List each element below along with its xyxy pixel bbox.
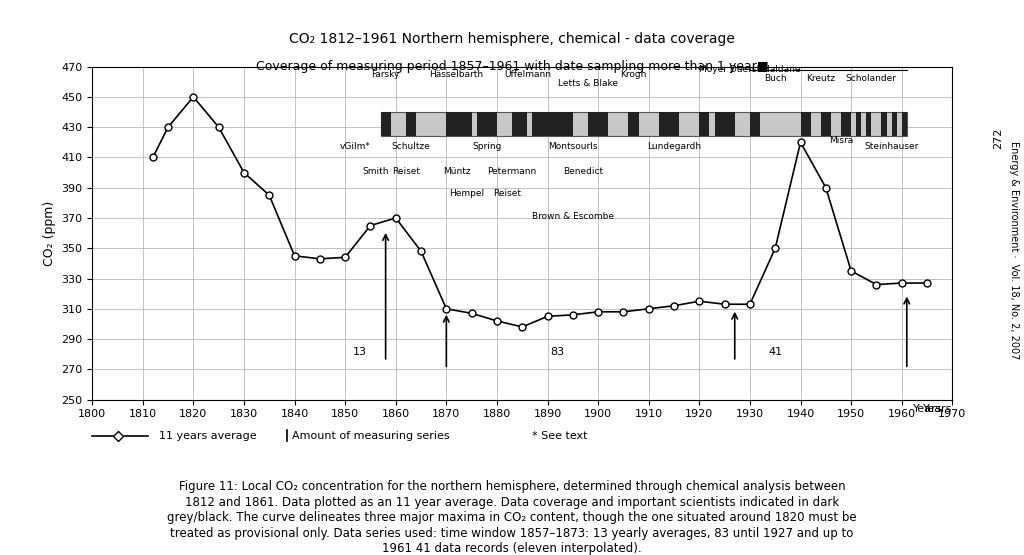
Text: 1961 41 data records (eleven interpolated).: 1961 41 data records (eleven interpolate… [382, 542, 642, 555]
Bar [406, 112, 416, 136]
Text: * See text: * See text [532, 431, 588, 441]
Text: Coverage of measuring period 1857–1961 with date sampling more than 1 year■: Coverage of measuring period 1857–1961 w… [256, 60, 768, 73]
Bar [512, 112, 527, 136]
Text: Reiset: Reiset [494, 189, 521, 198]
Bar [532, 112, 572, 136]
Bar [629, 112, 639, 136]
Text: Steinhauser: Steinhauser [864, 143, 919, 152]
Text: Krogh: Krogh [621, 70, 647, 79]
Bar [821, 112, 830, 136]
Bar [699, 112, 710, 136]
Text: Buch: Buch [764, 74, 786, 83]
Bar [801, 112, 811, 136]
Text: CO₂ 1812–1961 Northern hemisphere, chemical - data coverage: CO₂ 1812–1961 Northern hemisphere, chemi… [289, 32, 735, 46]
Text: Figure 11: Local CO₂ concentration for the northern hemisphere, determined throu: Figure 11: Local CO₂ concentration for t… [178, 480, 846, 493]
Bar [477, 112, 497, 136]
Text: Reiset: Reiset [392, 166, 420, 175]
Text: vGilm*: vGilm* [340, 143, 371, 152]
Bar [902, 112, 907, 136]
Text: Misra: Misra [828, 137, 853, 145]
Bar [892, 112, 897, 136]
Text: Hässelbarth: Hässelbarth [429, 70, 483, 79]
Text: grey/black. The curve delineates three major maxima in CO₂ content, though the o: grey/black. The curve delineates three m… [167, 511, 857, 524]
Text: Smith: Smith [362, 166, 389, 175]
Text: Uffelmann: Uffelmann [504, 70, 551, 79]
Text: 13: 13 [353, 347, 368, 357]
Text: Kreutz: Kreutz [806, 74, 836, 83]
Text: Benedict: Benedict [563, 166, 603, 175]
Text: Petermann: Petermann [487, 166, 537, 175]
Text: Amount of measuring series: Amount of measuring series [292, 431, 450, 441]
Text: treated as provisional only. Data series used: time window 1857–1873: 13 yearly : treated as provisional only. Data series… [170, 527, 854, 539]
Text: 11 years average: 11 years average [159, 431, 256, 441]
Bar [882, 112, 887, 136]
Text: Farsky: Farsky [372, 70, 399, 79]
Bar [715, 112, 735, 136]
Text: Hempel: Hempel [449, 189, 484, 198]
Text: Lundegardh: Lundegardh [647, 143, 701, 152]
Bar [856, 112, 861, 136]
Bar [446, 112, 472, 136]
Bar [588, 112, 608, 136]
Text: Energy & Environment ·  Vol. 18, No. 2, 2007: Energy & Environment · Vol. 18, No. 2, 2… [1009, 140, 1019, 359]
Bar [658, 112, 679, 136]
Text: Moyer Duerst Haldane: Moyer Duerst Haldane [699, 65, 801, 74]
Bar [841, 112, 851, 136]
Text: Letts & Blake: Letts & Blake [558, 79, 618, 88]
Bar [381, 112, 391, 136]
Text: Scholander: Scholander [846, 74, 897, 83]
Y-axis label: CO₂ (ppm): CO₂ (ppm) [43, 200, 55, 266]
Text: 1812 and 1861. Data plotted as an 11 year average. Data coverage and important s: 1812 and 1861. Data plotted as an 11 yea… [185, 496, 839, 508]
Text: Brown & Escombe: Brown & Escombe [531, 212, 613, 221]
Text: Years: Years [923, 404, 952, 414]
Bar [750, 112, 760, 136]
Text: Müntz: Müntz [442, 166, 470, 175]
Text: 272: 272 [993, 128, 1004, 149]
Text: 41: 41 [768, 347, 782, 357]
Bar [866, 112, 871, 136]
Text: Schultze: Schultze [391, 143, 430, 152]
Bar [381, 112, 907, 136]
Text: Spring: Spring [472, 143, 502, 152]
Text: 83: 83 [551, 347, 564, 357]
Text: Montsourls: Montsourls [548, 143, 598, 152]
Text: Years: Years [912, 404, 942, 414]
